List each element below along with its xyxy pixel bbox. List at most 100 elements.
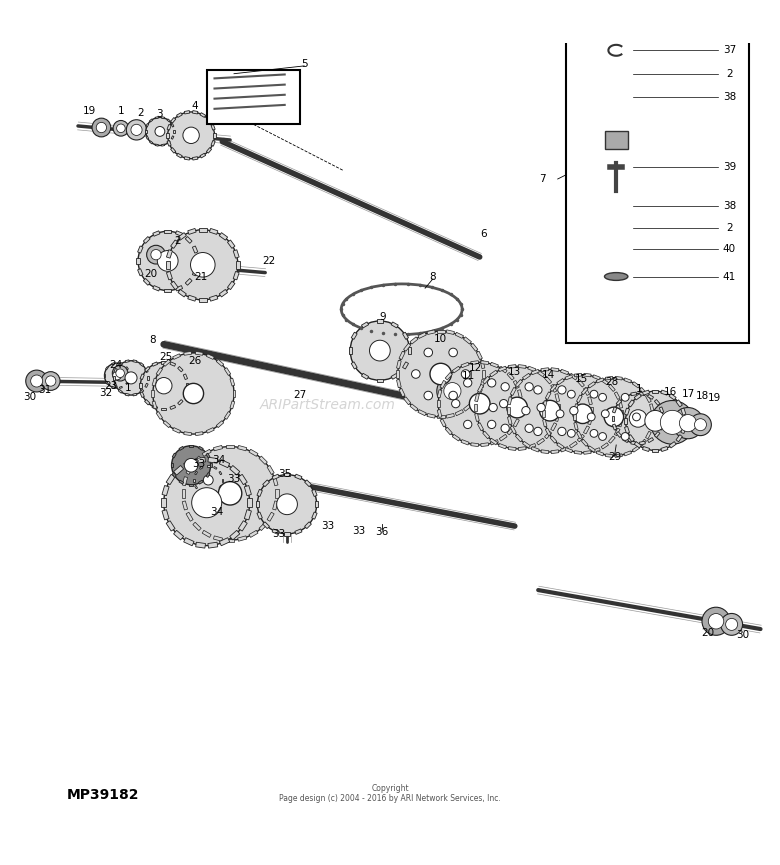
Circle shape xyxy=(611,68,622,80)
FancyBboxPatch shape xyxy=(461,362,469,368)
FancyBboxPatch shape xyxy=(628,400,634,407)
FancyBboxPatch shape xyxy=(531,446,539,452)
Text: 38: 38 xyxy=(723,92,736,102)
FancyBboxPatch shape xyxy=(226,539,234,541)
FancyBboxPatch shape xyxy=(178,290,186,297)
Circle shape xyxy=(599,394,607,401)
FancyBboxPatch shape xyxy=(305,480,311,487)
Circle shape xyxy=(147,246,165,264)
FancyBboxPatch shape xyxy=(622,262,627,266)
FancyBboxPatch shape xyxy=(574,404,578,412)
FancyBboxPatch shape xyxy=(399,388,405,397)
Circle shape xyxy=(537,403,545,412)
FancyBboxPatch shape xyxy=(129,375,130,377)
FancyBboxPatch shape xyxy=(651,413,654,420)
FancyBboxPatch shape xyxy=(225,412,231,420)
FancyBboxPatch shape xyxy=(200,112,206,118)
Text: 33: 33 xyxy=(228,474,240,484)
Text: 40: 40 xyxy=(723,244,736,254)
FancyBboxPatch shape xyxy=(150,119,153,122)
FancyBboxPatch shape xyxy=(619,400,622,408)
FancyBboxPatch shape xyxy=(239,474,247,484)
Circle shape xyxy=(613,394,663,444)
FancyBboxPatch shape xyxy=(150,141,153,144)
FancyBboxPatch shape xyxy=(263,522,269,529)
Circle shape xyxy=(105,363,129,388)
Circle shape xyxy=(113,120,129,136)
Circle shape xyxy=(155,126,165,137)
FancyBboxPatch shape xyxy=(171,240,178,248)
FancyBboxPatch shape xyxy=(226,445,234,448)
FancyBboxPatch shape xyxy=(646,395,651,402)
Circle shape xyxy=(608,110,624,126)
FancyBboxPatch shape xyxy=(518,409,522,418)
Text: 4: 4 xyxy=(192,101,198,112)
FancyBboxPatch shape xyxy=(195,485,197,489)
Circle shape xyxy=(438,362,521,445)
FancyBboxPatch shape xyxy=(513,419,519,426)
FancyBboxPatch shape xyxy=(399,351,405,360)
FancyBboxPatch shape xyxy=(230,378,235,386)
FancyBboxPatch shape xyxy=(126,367,129,369)
FancyBboxPatch shape xyxy=(214,466,217,470)
Circle shape xyxy=(115,369,125,377)
Circle shape xyxy=(488,379,496,387)
Text: 8: 8 xyxy=(150,336,156,345)
Circle shape xyxy=(534,386,542,394)
FancyBboxPatch shape xyxy=(184,432,192,436)
FancyBboxPatch shape xyxy=(543,400,547,408)
FancyBboxPatch shape xyxy=(144,279,150,285)
FancyBboxPatch shape xyxy=(170,362,176,366)
FancyBboxPatch shape xyxy=(244,509,251,520)
FancyBboxPatch shape xyxy=(207,354,215,360)
FancyBboxPatch shape xyxy=(583,374,591,377)
Circle shape xyxy=(168,112,214,158)
Text: 20: 20 xyxy=(144,269,157,279)
Text: 15: 15 xyxy=(575,374,587,384)
FancyBboxPatch shape xyxy=(305,522,311,529)
FancyBboxPatch shape xyxy=(480,380,485,388)
FancyBboxPatch shape xyxy=(403,343,411,351)
FancyBboxPatch shape xyxy=(561,446,569,452)
FancyBboxPatch shape xyxy=(661,416,665,421)
FancyBboxPatch shape xyxy=(178,400,183,405)
FancyBboxPatch shape xyxy=(518,390,522,398)
Circle shape xyxy=(633,413,640,420)
FancyBboxPatch shape xyxy=(574,451,582,454)
FancyBboxPatch shape xyxy=(216,420,224,427)
FancyBboxPatch shape xyxy=(161,117,165,119)
FancyBboxPatch shape xyxy=(438,390,441,398)
FancyBboxPatch shape xyxy=(557,379,564,385)
FancyBboxPatch shape xyxy=(162,485,169,496)
Text: 2: 2 xyxy=(726,223,732,234)
FancyBboxPatch shape xyxy=(631,441,636,445)
Text: 21: 21 xyxy=(195,272,207,281)
FancyBboxPatch shape xyxy=(174,465,183,475)
FancyBboxPatch shape xyxy=(640,439,647,446)
FancyBboxPatch shape xyxy=(156,412,162,420)
FancyBboxPatch shape xyxy=(588,381,595,388)
Circle shape xyxy=(690,413,711,436)
Circle shape xyxy=(610,243,622,255)
Circle shape xyxy=(350,321,410,381)
FancyBboxPatch shape xyxy=(551,450,558,453)
FancyBboxPatch shape xyxy=(208,542,218,548)
FancyBboxPatch shape xyxy=(119,389,122,394)
FancyBboxPatch shape xyxy=(273,501,278,510)
FancyBboxPatch shape xyxy=(377,379,383,381)
FancyBboxPatch shape xyxy=(152,401,157,409)
FancyBboxPatch shape xyxy=(438,409,441,418)
Circle shape xyxy=(463,379,472,387)
FancyBboxPatch shape xyxy=(631,392,636,395)
FancyBboxPatch shape xyxy=(167,140,171,146)
Text: 1: 1 xyxy=(118,106,124,116)
Circle shape xyxy=(558,386,566,394)
FancyBboxPatch shape xyxy=(510,426,516,434)
Text: 33: 33 xyxy=(193,458,205,469)
FancyBboxPatch shape xyxy=(228,240,235,248)
Bar xyxy=(566,16,749,343)
Circle shape xyxy=(30,375,43,387)
Circle shape xyxy=(621,432,629,440)
FancyBboxPatch shape xyxy=(507,427,514,435)
Circle shape xyxy=(725,618,738,631)
